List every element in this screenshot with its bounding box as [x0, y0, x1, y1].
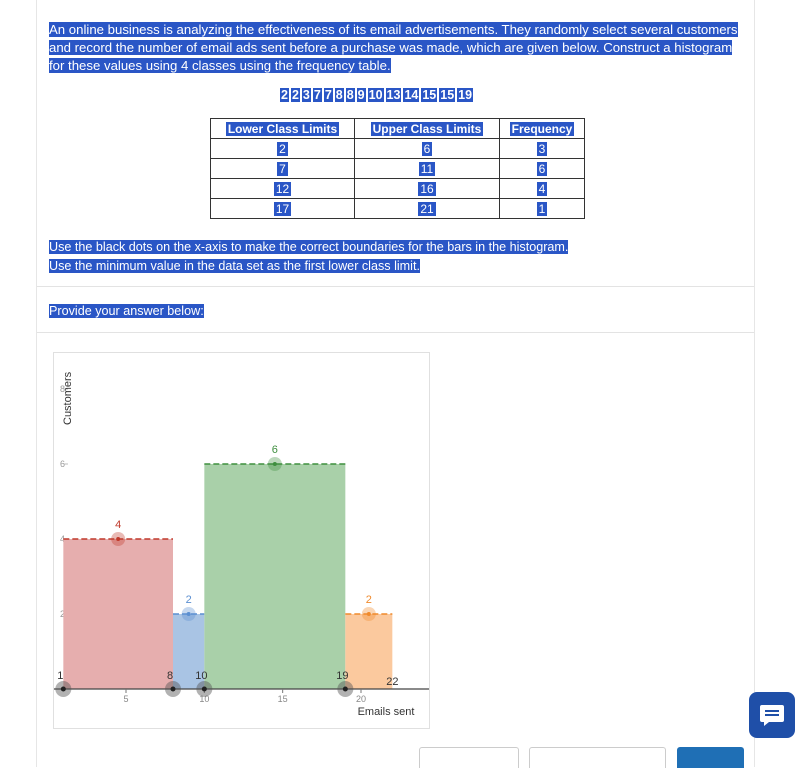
boundary-label: 19	[336, 670, 348, 682]
upper-limit: 11	[354, 158, 500, 179]
section-divider	[37, 332, 754, 333]
boundary-dot	[60, 686, 66, 692]
data-value: 3	[301, 88, 311, 102]
chat-button[interactable]	[749, 692, 795, 738]
bar-height-dot	[272, 462, 277, 466]
bar-value-label: 4	[115, 519, 121, 531]
x-tick-label: 20	[356, 694, 366, 704]
answer-prompt: Provide your answer below:	[49, 304, 204, 318]
header-upper: Upper Class Limits	[354, 118, 500, 139]
data-value: 2	[290, 88, 300, 102]
bar-value-label: 6	[272, 444, 278, 456]
table-row: 7 11 6	[210, 158, 585, 179]
boundary-label: 8	[167, 670, 173, 682]
bar-value-label: 2	[186, 594, 192, 606]
lower-limit: 12	[210, 178, 355, 199]
y-tick-label: 8	[60, 384, 65, 394]
bottom-button-2[interactable]	[529, 747, 666, 768]
bottom-button-1[interactable]	[419, 747, 519, 768]
question-text: An online business is analyzing the effe…	[49, 22, 738, 73]
boundary-label: 10	[195, 670, 207, 682]
lower-limit: 17	[210, 198, 355, 219]
x-tick-label: 10	[199, 694, 209, 704]
histogram-plot[interactable]: 2 4 6 8 Customers 4 2 6 2 5 10 15 20 1 8 10 19 22 Emails s…	[53, 352, 430, 729]
table-row: 17 21 1	[210, 198, 585, 219]
table-row: 12 16 4	[210, 178, 585, 199]
lower-limit: 7	[210, 158, 355, 179]
bar-height-dot	[186, 612, 191, 616]
boundary-dot	[342, 686, 348, 692]
y-tick-label: 6	[60, 459, 65, 469]
data-value: 7	[323, 88, 333, 102]
y-tick-label: 2	[60, 609, 65, 619]
boundary-label: 1	[57, 670, 63, 682]
x-axis-label: Emails sent	[358, 706, 415, 718]
section-divider	[37, 286, 754, 287]
data-value: 15	[439, 88, 456, 102]
page-edge-left	[36, 0, 37, 767]
histogram-bar	[204, 464, 346, 689]
data-value: 7	[312, 88, 322, 102]
data-value: 8	[334, 88, 344, 102]
header-frequency: Frequency	[499, 118, 585, 139]
chat-icon	[760, 705, 784, 726]
instruction-line-1: Use the black dots on the x-axis to make…	[49, 240, 569, 254]
data-value: 9	[356, 88, 366, 102]
frequency-table: Lower Class Limits Upper Class Limits Fr…	[210, 118, 585, 219]
histogram-bar	[173, 614, 205, 689]
submit-button[interactable]	[677, 747, 744, 768]
frequency: 1	[499, 198, 585, 219]
x-tick-label: 15	[278, 694, 288, 704]
instructions: Use the black dots on the x-axis to make…	[49, 238, 569, 276]
instruction-line-2: Use the minimum value in the data set as…	[49, 259, 420, 273]
boundary-dot	[170, 686, 176, 692]
data-value: 13	[385, 88, 402, 102]
data-value: 8	[345, 88, 355, 102]
data-value: 15	[421, 88, 438, 102]
frequency: 4	[499, 178, 585, 199]
data-value: 19	[457, 88, 474, 102]
bar-value-label: 2	[366, 594, 372, 606]
data-value: 10	[367, 88, 384, 102]
table-row: 2 6 3	[210, 138, 585, 159]
histogram-bar	[345, 614, 393, 689]
header-lower: Lower Class Limits	[210, 118, 355, 139]
bar-height-dot	[116, 537, 121, 541]
upper-limit: 6	[354, 138, 500, 159]
bar-height-dot	[366, 612, 371, 616]
boundary-dot	[201, 686, 207, 692]
y-axis-label: Customers	[62, 371, 74, 425]
y-tick-label: 4	[60, 534, 65, 544]
frequency: 3	[499, 138, 585, 159]
frequency: 6	[499, 158, 585, 179]
page-edge-right	[754, 0, 755, 767]
lower-limit: 2	[210, 138, 355, 159]
upper-limit: 21	[354, 198, 500, 219]
x-tick-label: 5	[123, 694, 128, 704]
histogram-bar	[63, 539, 174, 689]
data-value: 14	[403, 88, 420, 102]
upper-limit: 16	[354, 178, 500, 199]
data-value: 2	[280, 88, 289, 102]
end-boundary-label: 22	[386, 676, 398, 688]
